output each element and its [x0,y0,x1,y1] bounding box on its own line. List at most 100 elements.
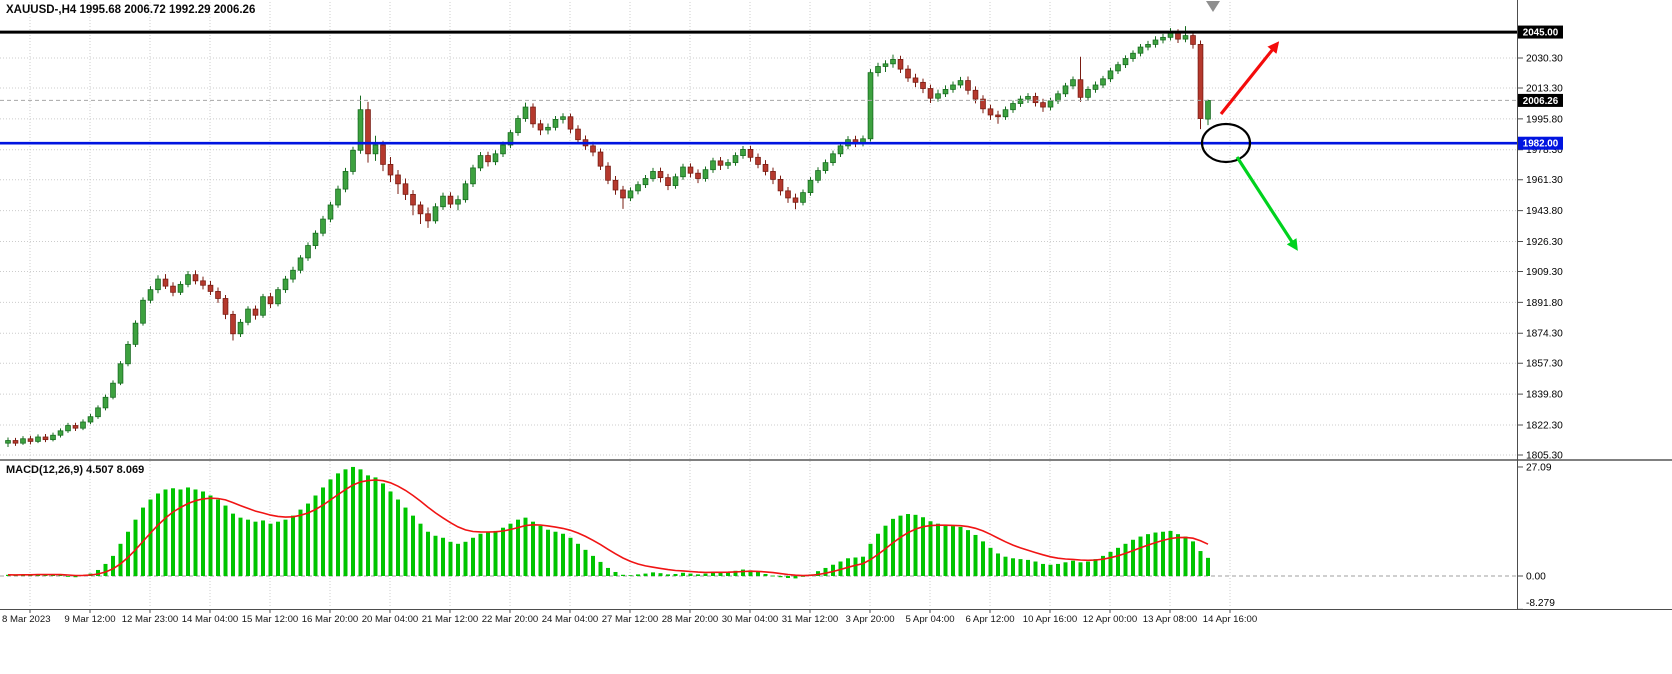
macd-histogram-bar [643,573,648,576]
candle [867,72,874,140]
candle [425,213,431,222]
macd-histogram-bar [186,487,190,576]
macd-histogram-bar [471,537,475,576]
candle [155,278,161,291]
price-line-label: 1982.00 [1523,139,1559,150]
macd-signal-line [7,479,1209,577]
candle [995,114,1001,118]
candle [530,106,536,125]
macd-indicator-label: MACD(12,26,9) 4.507 8.069 [6,464,144,476]
macd-histogram-bar [606,567,610,576]
candle [147,289,154,301]
candle [687,166,694,174]
price-axis-label: 1926.30 [1526,237,1563,248]
macd-histogram-bar [1033,561,1038,576]
candle [1175,32,1181,40]
candle [290,269,296,280]
macd-histogram-bar [193,489,198,576]
candle [650,171,656,179]
price-line-label-box [1518,136,1563,150]
candle [830,153,836,164]
macd-histogram-bar [96,569,100,576]
price-axis-label: 1891.80 [1526,298,1563,309]
candle [1040,102,1046,108]
macd-histogram-bar [801,576,805,577]
macd-histogram-bar [261,520,265,576]
chart-shift-marker [1206,1,1220,12]
macd-histogram-bar [951,526,955,576]
candle [372,144,379,155]
macd-histogram-bar [208,495,213,576]
macd-histogram-bar [1138,536,1143,576]
macd-histogram-bar [343,469,348,576]
macd-histogram-bar [576,543,580,576]
macd-histogram-bar [336,473,340,576]
macd-histogram-bar [456,543,460,576]
macd-histogram-bar [216,499,220,576]
candle [935,93,941,99]
candle [1047,100,1054,108]
price-axis-label: 2030.30 [1526,54,1563,65]
candle [762,163,769,172]
candle [882,63,889,67]
candle [777,178,784,192]
macd-histogram-bar [66,576,70,577]
candle [245,308,251,323]
candle [305,245,311,259]
candle [207,284,214,292]
candle [132,322,139,345]
highlight-circle[interactable] [1200,122,1252,164]
macd-scale-label: 27.09 [1526,462,1552,473]
candle [972,89,979,100]
macd-histogram-bar [246,519,250,576]
price-axis-label: 2013.30 [1526,83,1563,94]
macd-histogram-bar [171,488,175,576]
candle [537,123,544,131]
time-axis-label: 16 Mar 20:00 [302,614,359,625]
candle [170,285,176,293]
candle [957,80,964,86]
candle [485,155,491,163]
candle [1160,36,1166,41]
price-axis-label: 1909.30 [1526,267,1563,278]
price-line-label: 2006.26 [1523,96,1559,107]
macd-histogram-bar [118,543,123,576]
candle [57,430,64,436]
bearish-scenario-arrow[interactable] [1235,156,1298,251]
candle [282,278,289,291]
candle [102,396,109,409]
macd-histogram-bar [1056,563,1060,576]
macd-histogram-bar [403,507,408,576]
candle [1197,44,1204,119]
candle [87,416,94,423]
candle [1122,58,1129,66]
macd-histogram-bar [1198,551,1203,576]
macd-histogram-bar [988,547,993,576]
macd-histogram-bar [973,534,978,576]
candle [1182,35,1189,40]
bullish-scenario-arrow[interactable] [1219,41,1280,115]
time-axis-label: 3 Apr 20:00 [845,614,894,625]
price-axis-label: 1822.30 [1526,420,1563,431]
macd-panel [0,466,1517,579]
candle [642,178,649,186]
time-axis-label: 12 Mar 23:00 [122,614,179,625]
candle [627,190,634,199]
macd-histogram-bar [1018,559,1023,576]
macd-histogram-bar [103,563,108,576]
macd-histogram-bar [133,519,138,576]
candle [312,232,319,246]
candle [380,144,386,165]
macd-histogram-bar [636,574,640,576]
macd-histogram-bar [268,523,273,576]
macd-histogram-bar [966,530,970,576]
macd-histogram-bar [238,517,243,576]
candle [1077,79,1084,98]
candle [522,106,529,119]
macd-histogram-bar [396,499,400,576]
macd-histogram-bar [561,533,565,576]
candle [1205,100,1211,120]
macd-histogram-bar [831,564,835,576]
candle [807,179,814,194]
